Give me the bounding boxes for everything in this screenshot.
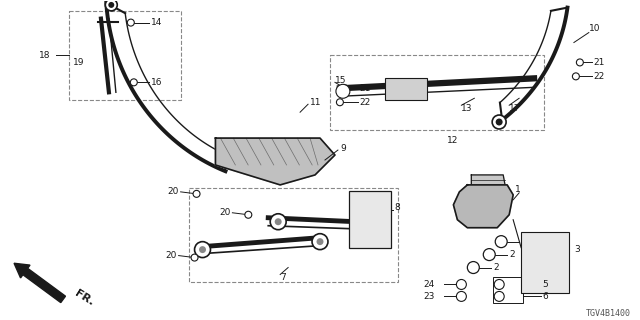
Bar [189,188,397,283]
Text: 22: 22 [360,98,371,107]
Circle shape [193,190,200,197]
Bar [69,11,180,100]
Circle shape [108,2,115,8]
Circle shape [494,279,504,289]
Text: 21: 21 [360,84,371,93]
Text: 17: 17 [509,104,521,113]
Circle shape [467,261,479,274]
Text: 5: 5 [542,280,548,289]
Text: 6: 6 [542,292,548,301]
FancyArrow shape [14,263,65,303]
Circle shape [494,292,504,301]
Circle shape [577,59,583,66]
Text: 23: 23 [423,292,435,301]
Circle shape [456,292,467,301]
Circle shape [341,85,348,92]
Circle shape [572,73,579,80]
Text: 2: 2 [521,237,527,246]
Text: 2: 2 [493,263,499,272]
Polygon shape [216,138,335,185]
Text: 18: 18 [39,51,51,60]
Circle shape [362,218,378,234]
Text: 20: 20 [219,208,230,217]
Circle shape [337,99,344,106]
Text: 14: 14 [151,18,162,27]
Text: 16: 16 [151,78,162,87]
Bar [385,78,426,100]
Circle shape [131,79,138,86]
Circle shape [270,214,286,230]
Circle shape [245,211,252,218]
Circle shape [106,0,117,11]
Text: 7: 7 [280,273,286,282]
Polygon shape [471,175,505,186]
Circle shape [366,222,373,229]
Text: 11: 11 [310,98,321,107]
Bar [330,55,544,130]
Text: 1: 1 [515,185,521,194]
Text: FR.: FR. [73,288,96,307]
Text: 8: 8 [395,203,401,212]
Text: 3: 3 [574,245,580,254]
Text: 22: 22 [594,72,605,81]
Bar [521,232,569,293]
Circle shape [456,279,467,289]
Circle shape [275,218,282,225]
Text: 19: 19 [73,58,84,67]
Text: 24: 24 [423,280,435,289]
Circle shape [495,236,507,248]
Circle shape [199,246,206,253]
Circle shape [495,118,502,125]
Circle shape [195,242,211,258]
Bar [493,277,523,303]
Circle shape [361,201,379,219]
Text: 20: 20 [165,251,177,260]
FancyBboxPatch shape [349,191,390,248]
Circle shape [312,234,328,250]
Circle shape [492,115,506,129]
Circle shape [483,249,495,260]
Circle shape [399,82,413,96]
Text: 10: 10 [589,24,600,33]
Text: 20: 20 [167,188,179,196]
Text: 2: 2 [509,250,515,259]
Circle shape [191,254,198,261]
Circle shape [127,19,134,26]
Text: 15: 15 [335,76,346,85]
Text: 12: 12 [447,136,459,145]
Text: 9: 9 [340,144,346,153]
Polygon shape [453,185,513,228]
Circle shape [336,84,350,98]
Circle shape [317,238,323,245]
Text: TGV4B1400: TGV4B1400 [586,309,630,318]
Text: 13: 13 [461,104,473,113]
Text: 21: 21 [594,58,605,67]
